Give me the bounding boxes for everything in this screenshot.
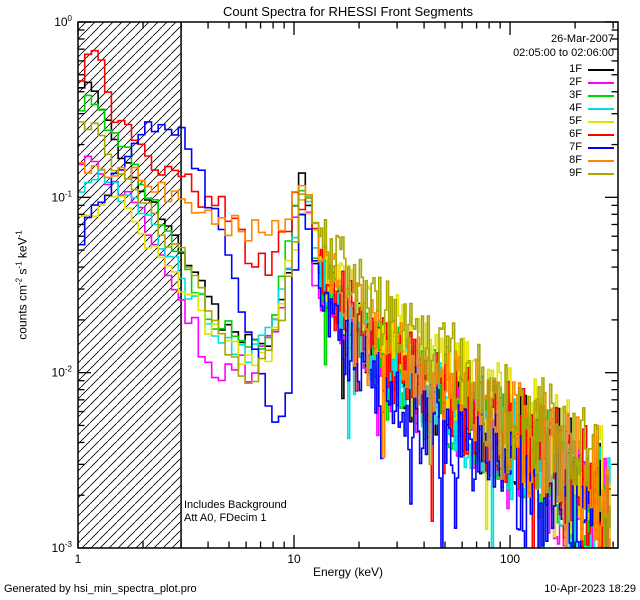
hatch-region <box>78 22 182 548</box>
y-tick-label: 10-2 <box>52 365 73 380</box>
series-group <box>78 49 611 548</box>
x-tick-label: 10 <box>287 552 301 566</box>
plot-border <box>77 21 619 549</box>
legend-item-3F: 3F <box>513 89 614 102</box>
legend-item-5F: 5F <box>513 115 614 128</box>
y-axis-label-exp: -1 <box>14 230 24 238</box>
legend-label: 6F <box>569 128 582 140</box>
legend-item-7F: 7F <box>513 141 614 154</box>
legend-swatch-2F <box>588 81 614 84</box>
y-tick-label: 10-3 <box>52 540 73 555</box>
plot-timestamp: 10-Apr-2023 18:29 <box>544 583 636 595</box>
y-tick-label: 100 <box>54 14 72 29</box>
x-axis-label: Energy (keV) <box>312 565 384 579</box>
y-axis-label-exp: -1 <box>14 261 24 269</box>
axes <box>77 21 619 549</box>
legend-swatch-7F <box>588 146 614 149</box>
legend-swatch-9F <box>588 172 614 175</box>
legend-label: 8F <box>569 154 582 166</box>
page-title: Count Spectra for RHESSI Front Segments <box>223 4 473 19</box>
generator-credit: Generated by hsi_min_spectra_plot.pro <box>4 583 197 595</box>
y-axis-label-text: counts cm <box>15 285 30 340</box>
annotation-background: Includes Background <box>184 499 287 511</box>
tick-labels: 1 10 100 100 10-1 10-2 10-3 <box>52 14 521 566</box>
y-axis-label-exp: -2 <box>14 277 24 286</box>
legend-item-2F: 2F <box>513 76 614 89</box>
legend-swatch-4F <box>588 107 614 110</box>
y-tick-label: 10-1 <box>52 189 73 204</box>
legend-swatch-5F <box>588 120 614 123</box>
legend-item-6F: 6F <box>513 128 614 141</box>
legend-time-range: 02:05:00 to 02:06:00 <box>513 47 614 59</box>
x-tick-label: 1 <box>75 552 82 566</box>
y-axis-label: counts cm-2 s-1 keV-1 <box>15 230 30 339</box>
legend-item-1F: 1F <box>513 63 614 76</box>
annotation-attenuator: Att A0, FDecim 1 <box>184 512 267 524</box>
legend-label: 3F <box>569 89 582 101</box>
legend-item-9F: 9F <box>513 167 614 180</box>
legend-date: 26-Mar-2007 <box>551 33 614 45</box>
legend-item-4F: 4F <box>513 102 614 115</box>
legend-swatch-1F <box>588 68 614 71</box>
legend: 26-Mar-2007 02:05:00 to 02:06:00 1F 2F 3F 4… <box>513 33 614 180</box>
series-line-9F <box>78 121 611 548</box>
legend-swatch-6F <box>588 133 614 136</box>
legend-swatch-8F <box>588 159 614 162</box>
x-tick-label: 100 <box>500 552 520 566</box>
legend-label: 2F <box>569 76 582 88</box>
legend-swatch-3F <box>588 94 614 97</box>
legend-label: 1F <box>569 63 582 75</box>
legend-item-8F: 8F <box>513 154 614 167</box>
y-axis-label-text: keV <box>15 237 30 262</box>
legend-label: 4F <box>569 102 582 114</box>
plot-annotation: Includes Background Att A0, FDecim 1 <box>184 499 287 525</box>
y-axis-label-text: s <box>15 268 30 278</box>
legend-label: 9F <box>569 167 582 179</box>
legend-label: 7F <box>569 141 582 153</box>
legend-label: 5F <box>569 115 582 127</box>
legend-items: 1F 2F 3F 4F 5F 6F 7F 8F 9F <box>513 63 614 180</box>
